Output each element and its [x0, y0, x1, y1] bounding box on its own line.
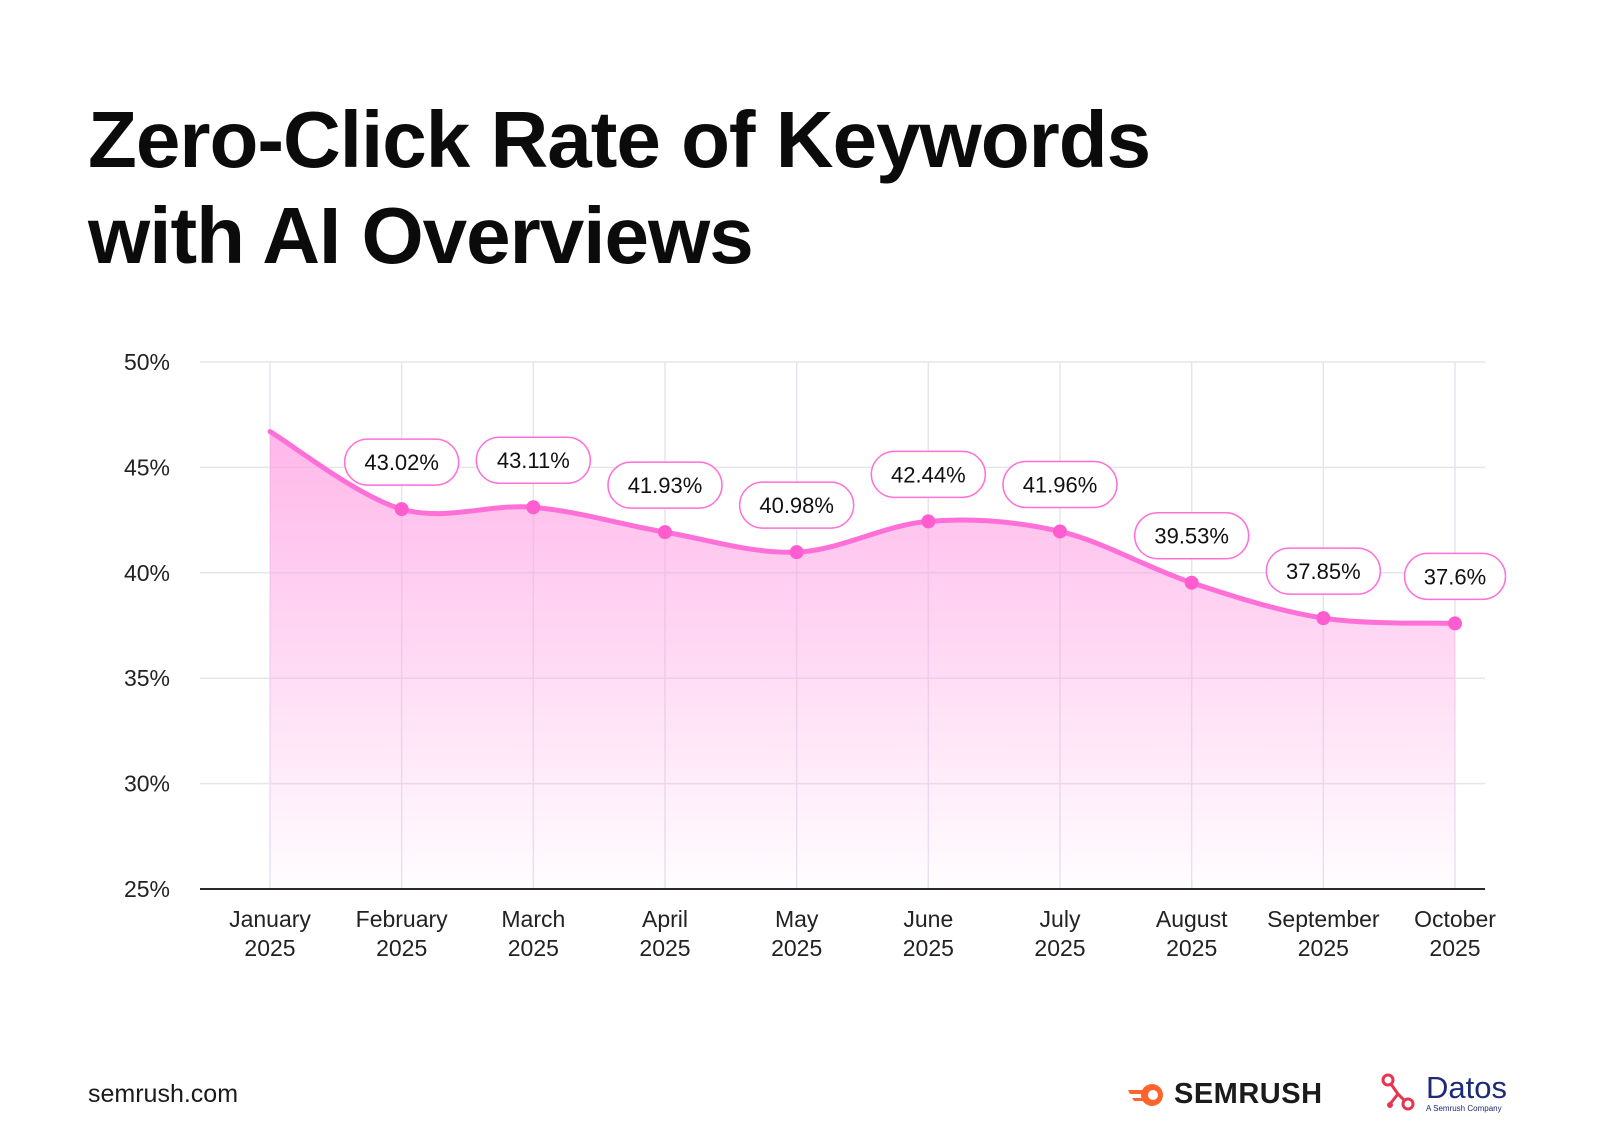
- x-tick-label-year: 2025: [1034, 935, 1085, 961]
- data-label: 43.02%: [364, 450, 439, 475]
- footer-url[interactable]: semrush.com: [88, 1080, 239, 1108]
- data-label-pill: [870, 450, 987, 499]
- x-tick-label-year: 2025: [376, 935, 427, 961]
- data-label-pill: [607, 461, 723, 509]
- data-point: [658, 525, 672, 540]
- y-tick-label: 30%: [124, 771, 170, 797]
- data-point: [921, 514, 936, 529]
- x-tick-label: May: [775, 906, 819, 932]
- data-label: 39.53%: [1154, 524, 1229, 549]
- data-label-pill: [1002, 460, 1118, 509]
- data-label: 43.11%: [497, 448, 570, 473]
- data-label-pill: [738, 481, 855, 529]
- x-tick-label-year: 2025: [903, 935, 954, 961]
- x-tick-label-year: 2025: [771, 935, 822, 961]
- data-label-pill: [1403, 552, 1507, 601]
- datos-node-icon: [1381, 1073, 1415, 1111]
- x-tick-label: April: [642, 906, 688, 932]
- x-tick-label-year: 2025: [508, 935, 559, 961]
- x-tick-label: February: [356, 906, 449, 932]
- x-tick-label: July: [1040, 906, 1081, 932]
- x-tick-label-year: 2025: [639, 935, 690, 961]
- semrush-flame-icon: [1128, 1084, 1163, 1106]
- y-tick-label: 45%: [124, 454, 170, 480]
- data-label: 41.96%: [1023, 472, 1098, 497]
- data-label: 42.44%: [891, 462, 966, 487]
- series-line: [267, 429, 1458, 626]
- x-tick-label: August: [1156, 906, 1228, 932]
- data-label: 40.98%: [759, 493, 834, 518]
- y-tick-label: 50%: [124, 349, 170, 375]
- data-label-pill: [1265, 547, 1382, 595]
- y-tick-label: 25%: [124, 876, 170, 902]
- data-label: 37.6%: [1424, 564, 1486, 589]
- x-tick-label: October: [1414, 906, 1496, 932]
- x-tick-label-year: 2025: [244, 935, 295, 961]
- data-label: 41.93%: [628, 473, 703, 498]
- area-fill: [270, 431, 1455, 889]
- data-point: [1316, 611, 1331, 626]
- datos-tagline: A Semrush Company: [1426, 1104, 1502, 1113]
- x-tick-label-year: 2025: [1298, 935, 1349, 961]
- data-point: [1184, 575, 1199, 590]
- x-tick-label: June: [903, 906, 953, 932]
- x-tick-label: September: [1267, 906, 1380, 932]
- semrush-logo[interactable]: SEMRUSH: [1126, 1074, 1323, 1114]
- data-label-pill: [1133, 511, 1250, 560]
- datos-logo-text: Datos: [1426, 1070, 1507, 1105]
- chart-title: Zero-Click Rate of Keywords with AI Over…: [88, 92, 1388, 284]
- data-point: [1053, 524, 1067, 539]
- data-label: 37.85%: [1286, 559, 1361, 584]
- data-label-pill: [343, 438, 460, 486]
- chart-title-line-1: Zero-Click Rate of Keywords: [88, 95, 1151, 184]
- datos-logo[interactable]: Datos A Semrush Company: [1380, 1072, 1507, 1114]
- x-tick-label: March: [501, 906, 565, 932]
- data-point: [1448, 616, 1462, 631]
- y-tick-label: 40%: [124, 560, 170, 586]
- x-tick-label-year: 2025: [1429, 935, 1480, 961]
- data-point: [526, 500, 541, 515]
- y-tick-label: 35%: [124, 665, 170, 691]
- data-label-pill: [475, 436, 592, 484]
- data-point: [394, 502, 409, 517]
- x-tick-label-year: 2025: [1166, 935, 1217, 961]
- chart-title-line-2: with AI Overviews: [88, 191, 754, 280]
- x-tick-label: January: [229, 906, 311, 932]
- data-point: [789, 545, 804, 560]
- semrush-logo-text: SEMRUSH: [1174, 1077, 1323, 1110]
